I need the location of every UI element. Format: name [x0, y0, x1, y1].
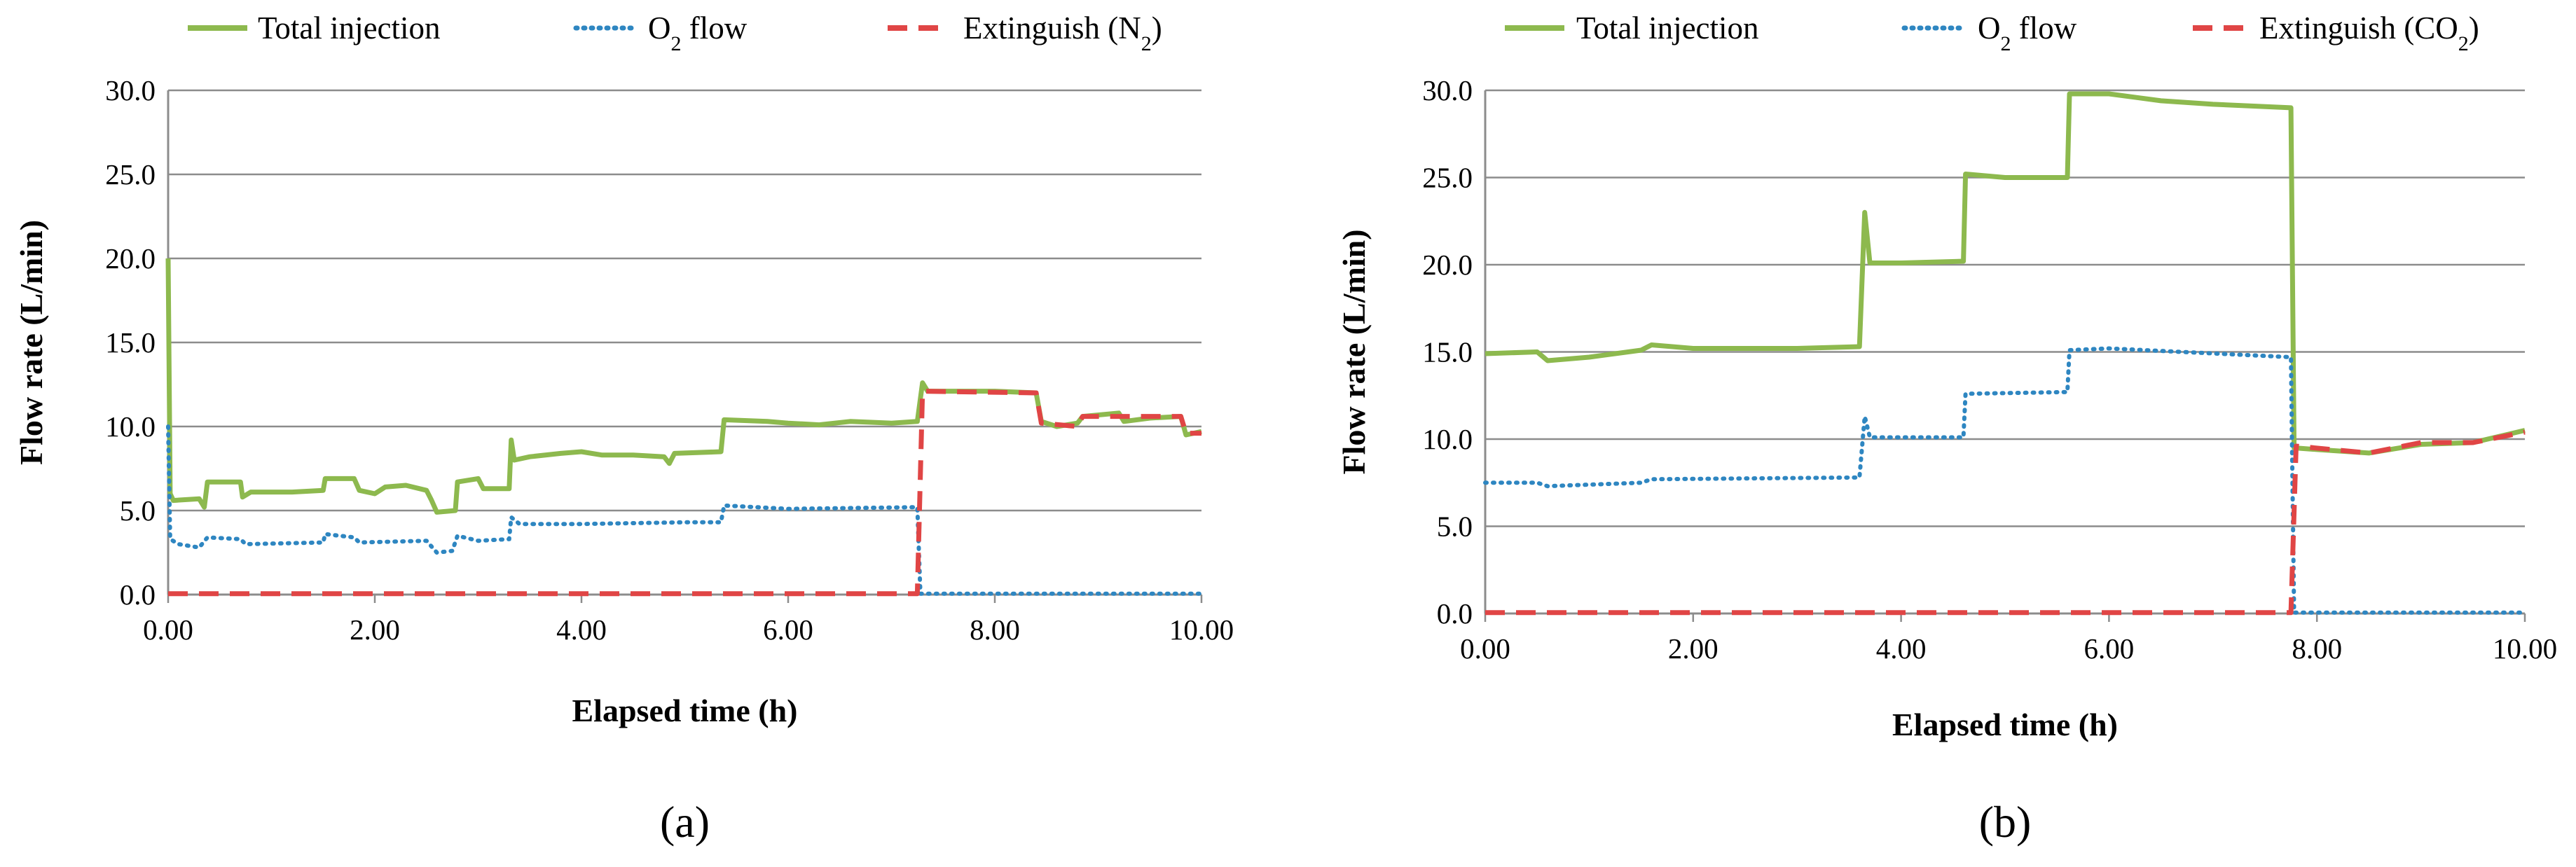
panel-b-x-tick-label: 0.00 [1460, 632, 1510, 665]
panel-a-series-ext [168, 389, 1201, 597]
panel-a-x-tick-label: 8.00 [970, 613, 1020, 646]
panel-b-x-tick-label: 8.00 [2292, 632, 2342, 665]
panel-a-x-tick-label: 6.00 [763, 613, 813, 646]
panel-b-y-tick-label: 30.0 [1422, 74, 1473, 106]
panel-b-x-tick-label: 4.00 [1876, 632, 1927, 665]
panel-a-y-tick-label: 15.0 [105, 326, 156, 359]
panel-b-label: (b) [1979, 797, 2032, 847]
panel-a-series-o2 [166, 424, 1204, 596]
panel-b-y-tick-label: 15.0 [1422, 336, 1473, 368]
panel-a-legend-label-total: Total injection [258, 11, 441, 46]
panel-b-y-tick-label: 0.0 [1437, 597, 1473, 630]
panel-a-y-tick-label: 20.0 [105, 242, 156, 275]
panel-a-y-tick-label: 30.0 [105, 74, 156, 106]
panel-b-series-ext [1485, 429, 2526, 616]
panel-a-x-axis-title: Elapsed time (h) [572, 693, 798, 728]
panel-b-y-tick-label: 25.0 [1422, 162, 1473, 194]
panel-b-legend-label-ext: Extinguish (CO2) [2259, 11, 2479, 55]
panel-b-x-tick-label: 6.00 [2084, 632, 2135, 665]
panel-b-y-tick-label: 20.0 [1422, 249, 1473, 281]
panel-b-y-axis-title: Flow rate (L/min) [1336, 229, 1372, 474]
panel-b-legend-label-total: Total injection [1576, 11, 1759, 46]
panel-a-x-tick-label: 10.00 [1169, 613, 1234, 646]
panel-a-series-total [165, 258, 1202, 515]
panel-a-y-tick-label: 10.0 [105, 410, 156, 443]
panel-b-y-tick-label: 5.0 [1437, 511, 1473, 543]
panel-a-y-tick-label: 0.0 [120, 578, 156, 611]
panel-a-x-tick-label: 4.00 [556, 613, 607, 646]
panel-a-y-tick-label: 5.0 [120, 494, 156, 527]
panel-b-y-tick-label: 10.0 [1422, 423, 1473, 455]
panel-a-x-tick-label: 0.00 [143, 613, 193, 646]
panel-b-legend-label-o2: O2 flow [1978, 11, 2077, 55]
panel-b-x-axis-title: Elapsed time (h) [1892, 707, 2118, 742]
panel-b-x-tick-label: 2.00 [1668, 632, 1719, 665]
panel-a-legend-label-o2: O2 flow [648, 11, 748, 55]
panel-a-label: (a) [660, 797, 710, 847]
panel-b-series-total [1485, 91, 2526, 456]
panel-a-y-tick-label: 25.0 [105, 158, 156, 190]
panel-a-x-tick-label: 2.00 [350, 613, 400, 646]
panel-b-series-o2 [1483, 346, 2527, 615]
panel-b-x-tick-label: 10.00 [2493, 632, 2557, 665]
panel-a-legend-label-ext: Extinguish (N2) [963, 11, 1162, 55]
panel-a-y-axis-title: Flow rate (L/min) [13, 220, 49, 465]
